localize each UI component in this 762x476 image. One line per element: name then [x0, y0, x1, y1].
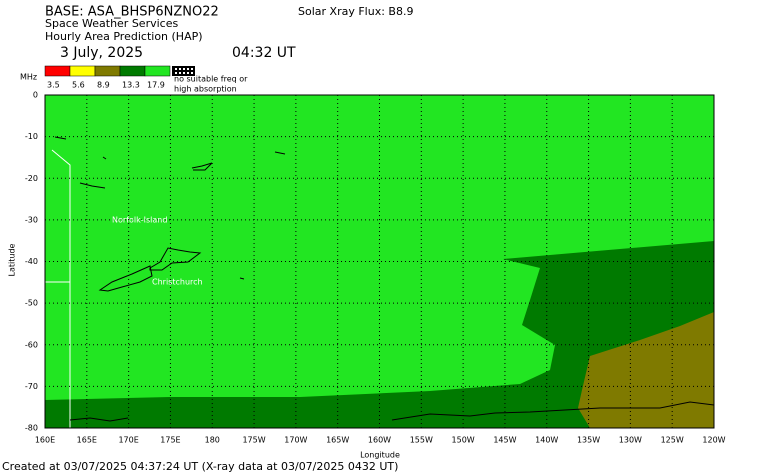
service: Space Weather Services: [45, 17, 178, 30]
legend-swatch: [44, 65, 71, 77]
x-tick-label: 150W: [452, 436, 475, 445]
date: 3 July, 2025: [60, 45, 143, 61]
y-tick-label: -20: [25, 174, 38, 183]
x-tick-label: 160W: [368, 436, 391, 445]
x-axis-label: Longitude: [360, 451, 400, 460]
x-tick-label: 135W: [577, 436, 600, 445]
x-tick-label: 140W: [535, 436, 558, 445]
x-tick-label: 180: [205, 436, 220, 445]
legend-swatch: [69, 65, 96, 77]
legend-label: 3.5: [47, 81, 60, 90]
coastline: [149, 247, 202, 271]
legend-unit: MHz: [20, 73, 37, 82]
coastline: [69, 401, 715, 422]
x-tick-label: 170E: [118, 436, 138, 445]
x-tick-label: 165E: [77, 436, 97, 445]
base-title: BASE: ASA_BHSP6NZNO22: [45, 5, 219, 20]
y-tick-label: -40: [25, 257, 38, 266]
x-tick-label: 125W: [661, 436, 684, 445]
map-area: Norfolk-Island Christchurch: [44, 94, 715, 429]
zone-8-9: [578, 312, 714, 428]
product: Hourly Area Prediction (HAP): [45, 30, 203, 43]
coastline: [54, 136, 286, 280]
legend-swatch: [144, 65, 171, 77]
xray-flux: Solar Xray Flux: B8.9: [298, 5, 413, 18]
x-tick-label: 165W: [326, 436, 349, 445]
y-axis-label: Latitude: [8, 243, 17, 276]
y-tick-label: -60: [25, 340, 38, 349]
y-tick-label: -70: [25, 382, 38, 391]
y-tick-label: -80: [25, 424, 38, 433]
place-label: Norfolk-Island: [112, 216, 167, 225]
legend-label: 13.3: [122, 81, 140, 90]
x-tick-label: 155W: [410, 436, 433, 445]
map-frame: [44, 94, 715, 429]
boundary-line: [45, 149, 71, 428]
x-tick-label: 170W: [284, 436, 307, 445]
legend-label: 5.6: [72, 81, 85, 90]
legend-label: 17.9: [147, 81, 165, 90]
legend-swatch: [119, 65, 146, 77]
time: 04:32 UT: [232, 45, 296, 61]
y-tick-label: -50: [25, 299, 38, 308]
footer: Created at 03/07/2025 04:37:24 UT (X-ray…: [2, 460, 398, 473]
x-tick-label: 175E: [160, 436, 180, 445]
x-tick-label: 145W: [493, 436, 516, 445]
y-tick-label: 0: [33, 91, 38, 100]
coastline: [98, 265, 153, 292]
x-tick-label: 120W: [702, 436, 725, 445]
no-freq-label: no suitable freq or: [174, 75, 248, 84]
legend-label: 8.9: [97, 81, 110, 90]
y-tick-label: -10: [25, 132, 38, 141]
no-freq-label: high absorption: [174, 85, 237, 94]
y-tick-label: -30: [25, 215, 38, 224]
legend: 3.5 5.6 8.9 13.3 17.9: [44, 65, 171, 90]
no-freq-pattern: [175, 68, 193, 74]
x-tick-label: 130W: [619, 436, 642, 445]
place-label: Christchurch: [152, 278, 203, 287]
no-freq-swatch: [172, 66, 195, 76]
x-tick-label: 160E: [35, 436, 55, 445]
x-tick-label: 175W: [242, 436, 265, 445]
legend-swatch: [94, 65, 121, 77]
